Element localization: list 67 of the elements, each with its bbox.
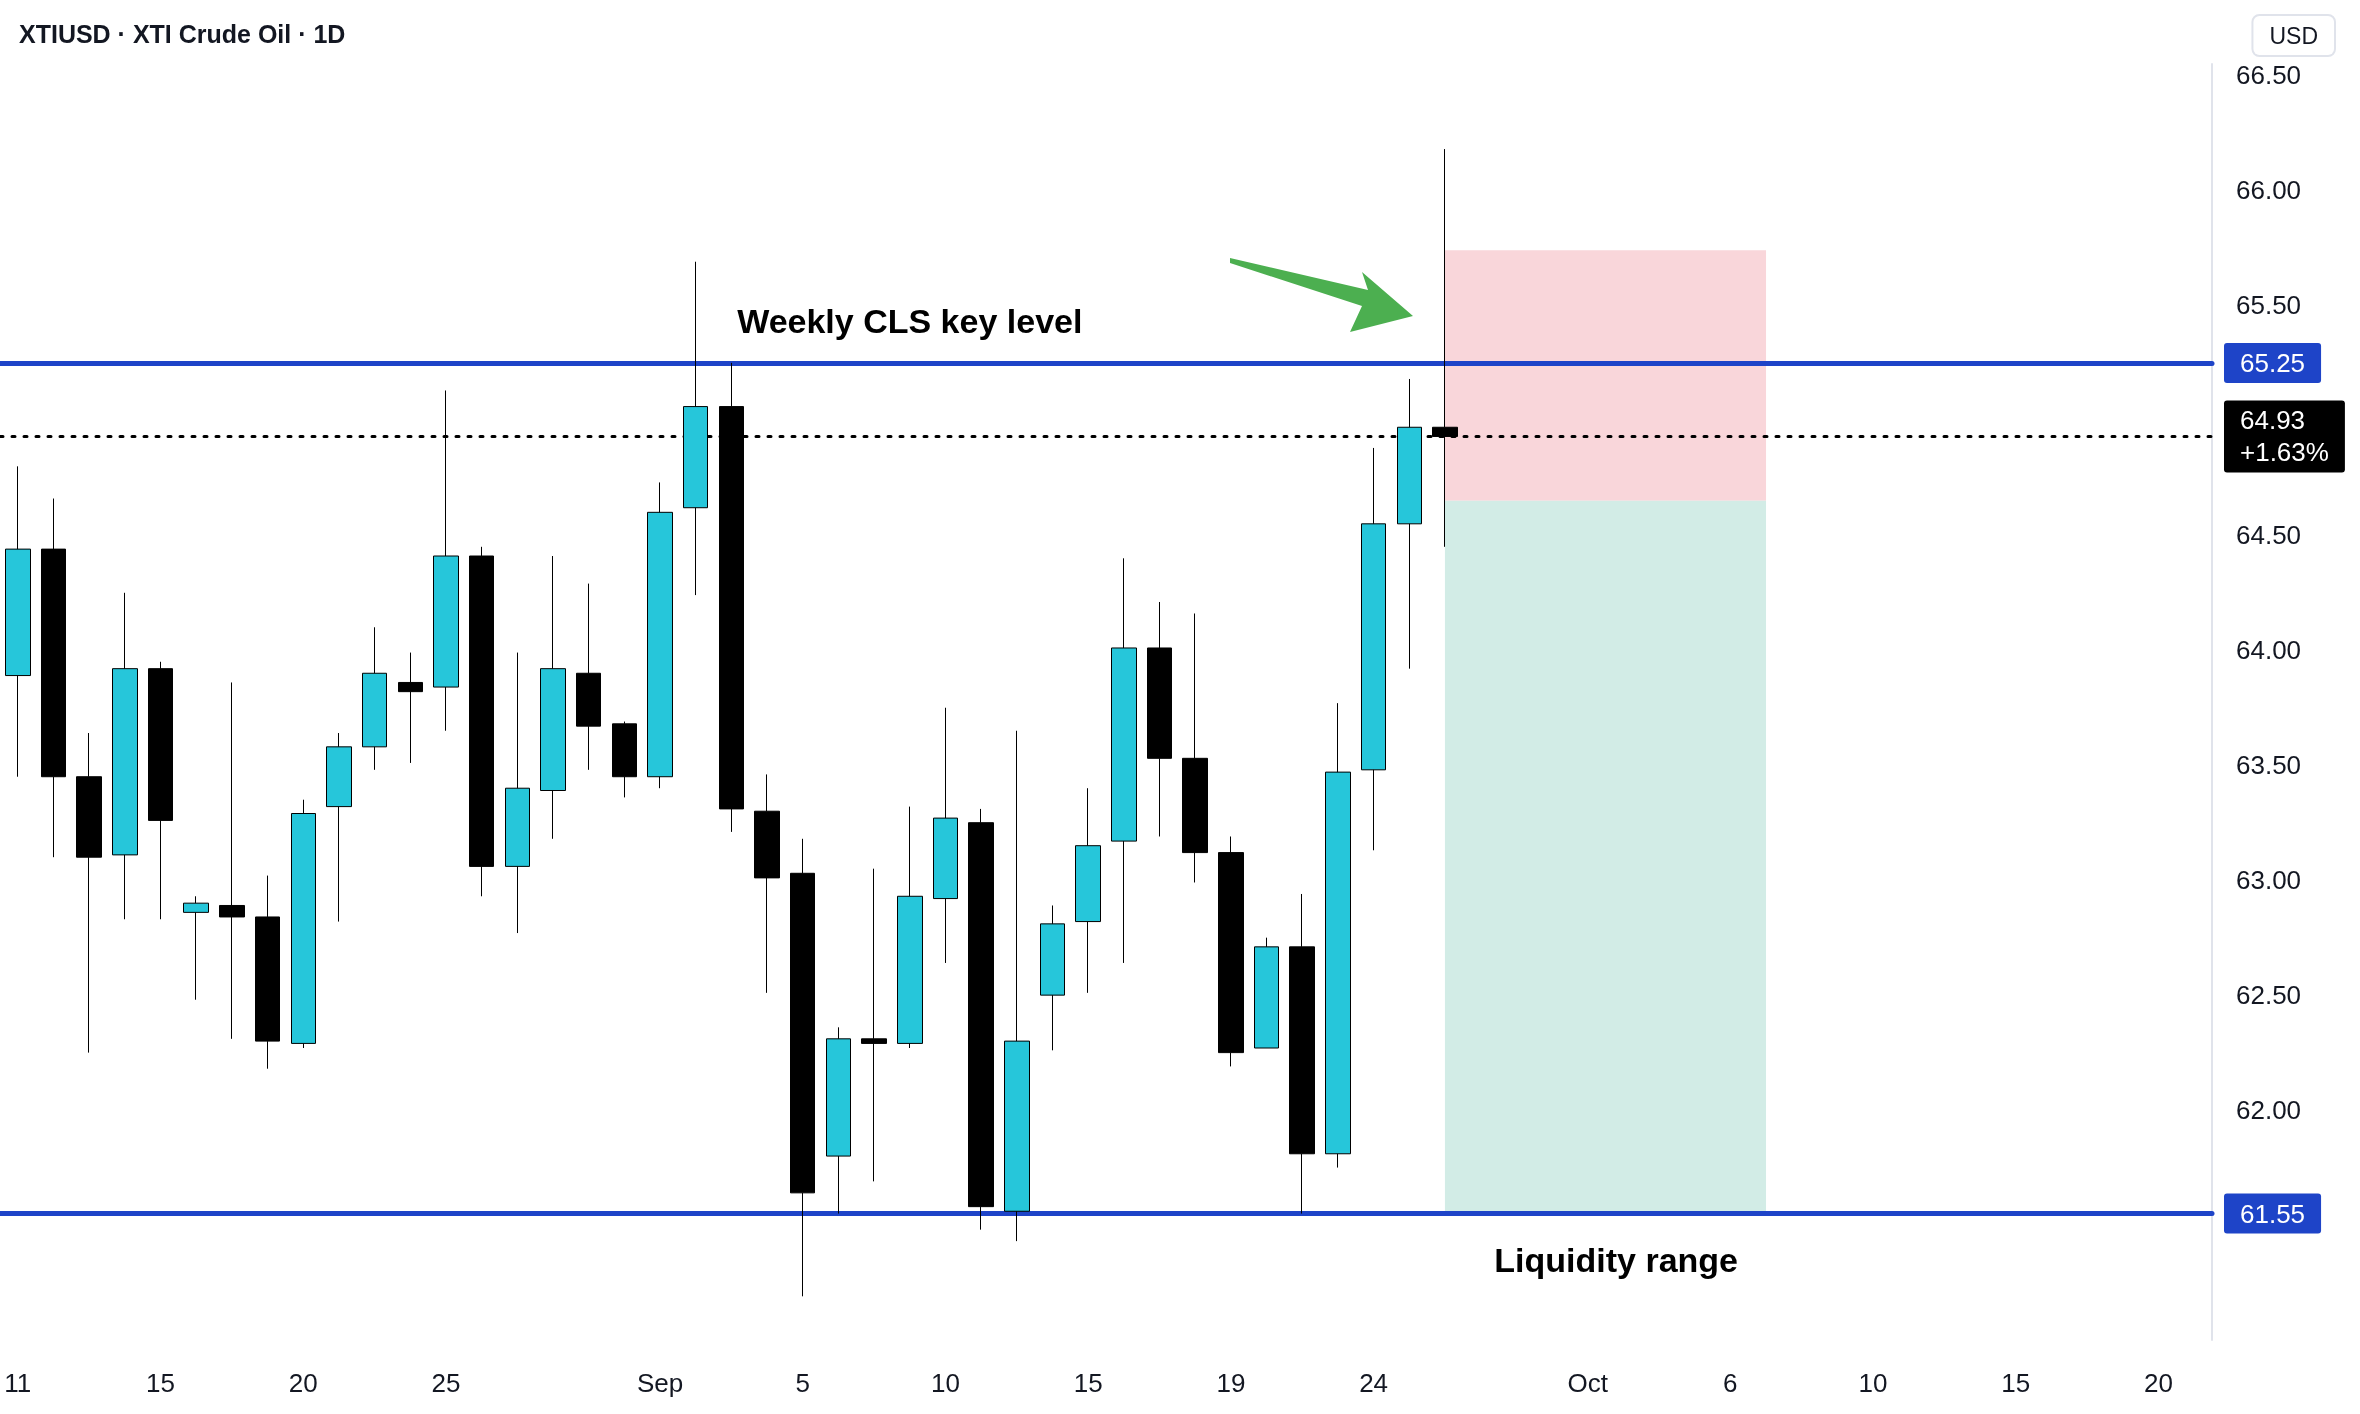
candlestick [398,652,423,764]
x-tick-label: 5 [795,1368,810,1398]
candlestick [326,732,352,923]
candlestick [1182,612,1208,883]
x-tick-label: 15 [146,1368,176,1398]
y-tick-label: 62.50 [2236,980,2302,1011]
y-tick-label: 63.50 [2236,750,2302,781]
x-tick-label: Sep [636,1368,684,1398]
candlestick [183,895,209,1001]
candlestick [826,1026,851,1215]
candlestick [861,868,887,1182]
x-tick-label: 11 [4,1368,32,1398]
candlestick [1075,787,1101,994]
candlestick [933,707,958,964]
x-tick-label: 24 [1359,1368,1389,1398]
x-tick-label: 6 [1723,1368,1738,1398]
candlestick [1361,447,1386,851]
candlestick [469,546,494,897]
x-tick-label: 10 [930,1368,960,1398]
candlestick [1004,730,1030,1242]
candlestick [576,583,601,771]
candlestick [647,481,673,789]
ref-line-label: 64.93 +1.63% [2240,405,2329,468]
candlestick [112,592,138,920]
y-tick-label: 66.00 [2236,175,2302,206]
y-tick-label: 64.50 [2236,520,2302,551]
candlestick [1254,937,1279,1049]
candlestick [1111,557,1137,964]
x-tick-label: 15 [1073,1368,1103,1398]
y-tick-label: 65.50 [2236,290,2302,321]
candlestick [219,681,245,1040]
y-tick-label: 62.00 [2236,1095,2302,1126]
ref-line-label: 65.25 [2240,347,2306,378]
candlestick [754,773,780,994]
x-tick-label: 20 [288,1368,318,1398]
candlestick [1325,702,1351,1169]
x-tick-label: 25 [431,1368,461,1398]
text: USD [2269,22,2318,49]
y-tick-label: 63.00 [2236,865,2302,896]
candlestick [255,875,280,1070]
candlestick [1040,904,1065,1051]
candlestick [612,721,637,798]
candlestick [1147,601,1172,837]
x-tick-label: Oct [1567,1368,1609,1398]
x-tick-label: 15 [2001,1368,2031,1398]
x-tick-label: 10 [1858,1368,1888,1398]
candlestick [1289,893,1315,1215]
x-tick-label: 20 [2144,1368,2173,1398]
y-tick-label: 64.00 [2236,635,2302,666]
candlestick [505,652,530,934]
annotation: Liquidity range [1494,1240,1739,1279]
candlestick [362,626,387,771]
x-tick-label: 19 [1216,1368,1246,1398]
candlestick [790,838,815,1297]
candlestick [540,555,566,840]
candlestick [291,799,316,1049]
candlestick [897,806,923,1049]
y-tick-label: 66.50 [2236,60,2302,91]
chart-title: XTIUSD · XTI Crude Oil · 1D [19,19,346,48]
candlestick [1218,836,1244,1067]
candlestick [76,732,102,1054]
candlestick [41,498,66,858]
annotation: Weekly CLS key level [737,301,1083,340]
candlestick [5,465,31,778]
candlestick [968,808,994,1231]
candlestick [148,661,173,920]
ref-line-label: 61.55 [2240,1198,2306,1229]
